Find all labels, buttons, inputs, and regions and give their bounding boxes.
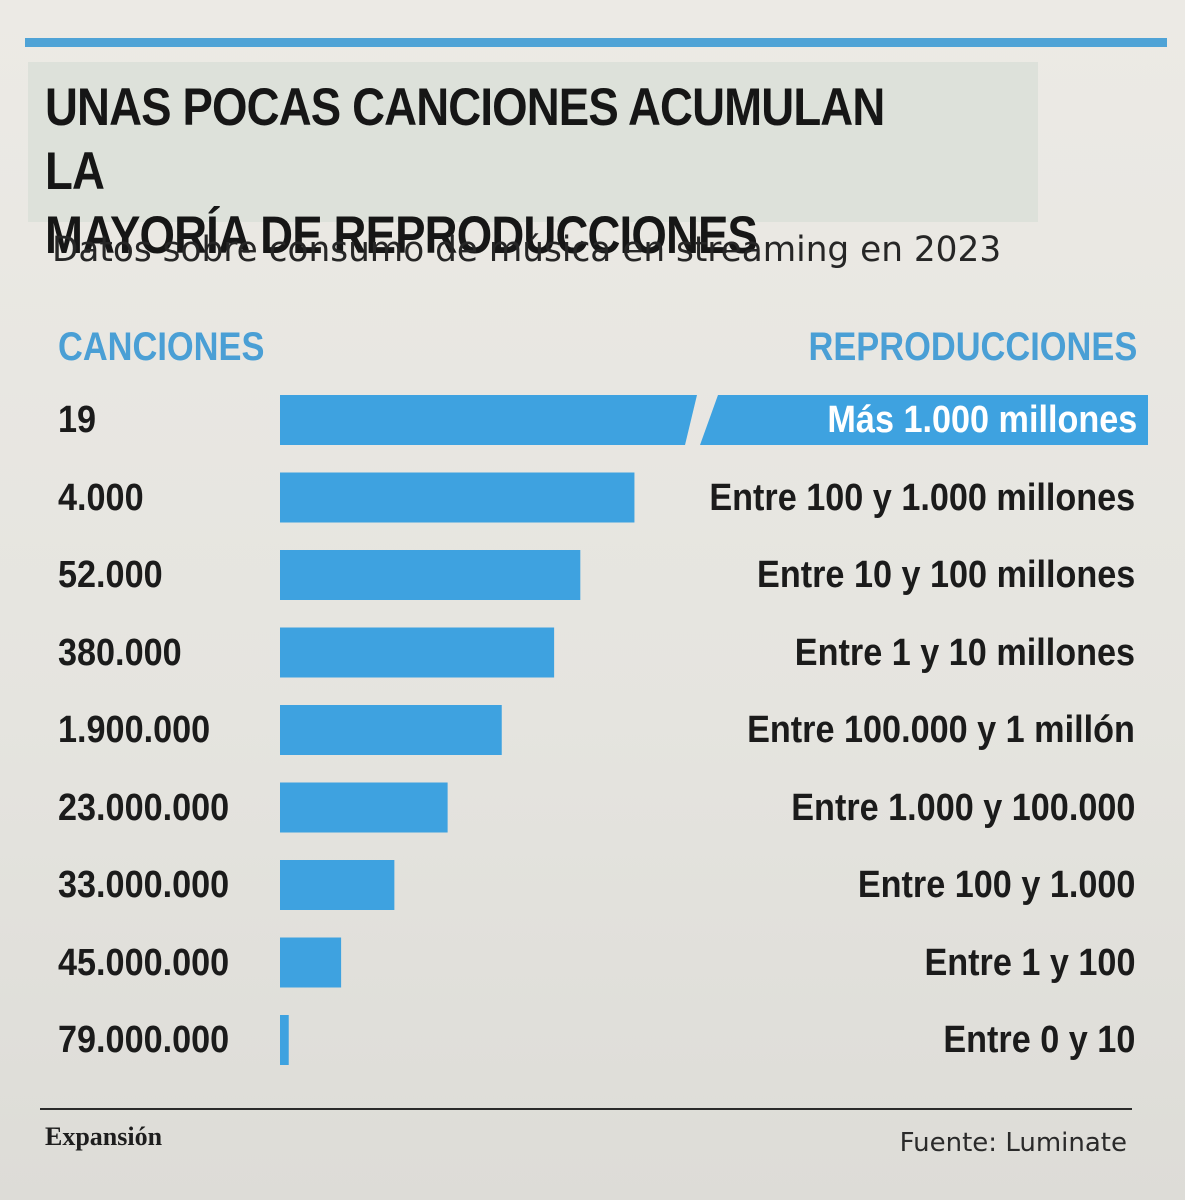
streams-range-label: Entre 1 y 10 millones [794, 631, 1135, 674]
bar-1 [280, 472, 635, 523]
songs-count-label: 380.000 [58, 631, 182, 674]
streams-range-label: Entre 100 y 1.000 [857, 864, 1135, 906]
source-note: Fuente: Luminate [899, 1128, 1127, 1158]
streams-range-label: Entre 100.000 y 1 millón [747, 709, 1135, 751]
songs-column-header: CANCIONES [58, 325, 265, 369]
bar-7 [280, 937, 342, 988]
bar-5 [280, 782, 448, 833]
streams-column-header: REPRODUCCIONES [808, 325, 1137, 369]
bar-3 [280, 627, 555, 678]
streams-range-label: Entre 10 y 100 millones [756, 554, 1135, 596]
publisher-logo: Expansión [45, 1122, 163, 1151]
top-accent-rule [25, 38, 1167, 47]
title-background [28, 62, 1038, 222]
songs-count-label: 19 [58, 399, 97, 441]
bar-0-segment-b [700, 395, 1148, 445]
songs-count-label: 79.000.000 [58, 1019, 230, 1061]
streams-range-label: Entre 1 y 100 [923, 941, 1135, 984]
songs-count-label: 23.000.000 [58, 786, 230, 829]
footer-rule [40, 1108, 1132, 1110]
songs-count-label: 52.000 [58, 554, 163, 596]
streams-range-label: Entre 1.000 y 100.000 [790, 786, 1135, 829]
bar-8 [280, 1015, 289, 1065]
page-subtitle: Datos sobre consumo de música en streami… [52, 230, 1002, 270]
songs-count-label: 4.000 [58, 476, 144, 519]
songs-count-label: 33.000.000 [58, 864, 230, 906]
bar-2 [280, 550, 581, 600]
streams-range-label: Entre 100 y 1.000 millones [709, 476, 1135, 519]
songs-count-label: 1.900.000 [58, 709, 211, 751]
bar-0-segment-a [280, 395, 697, 445]
page-title: UNAS POCAS CANCIONES ACUMULAN LA MAYORÍA… [45, 78, 885, 265]
bar-4 [280, 705, 502, 755]
streams-range-label: Entre 0 y 10 [942, 1019, 1135, 1061]
songs-count-label: 45.000.000 [58, 941, 230, 984]
streams-range-label: Más 1.000 millones [827, 399, 1137, 441]
bar-6 [280, 860, 395, 910]
